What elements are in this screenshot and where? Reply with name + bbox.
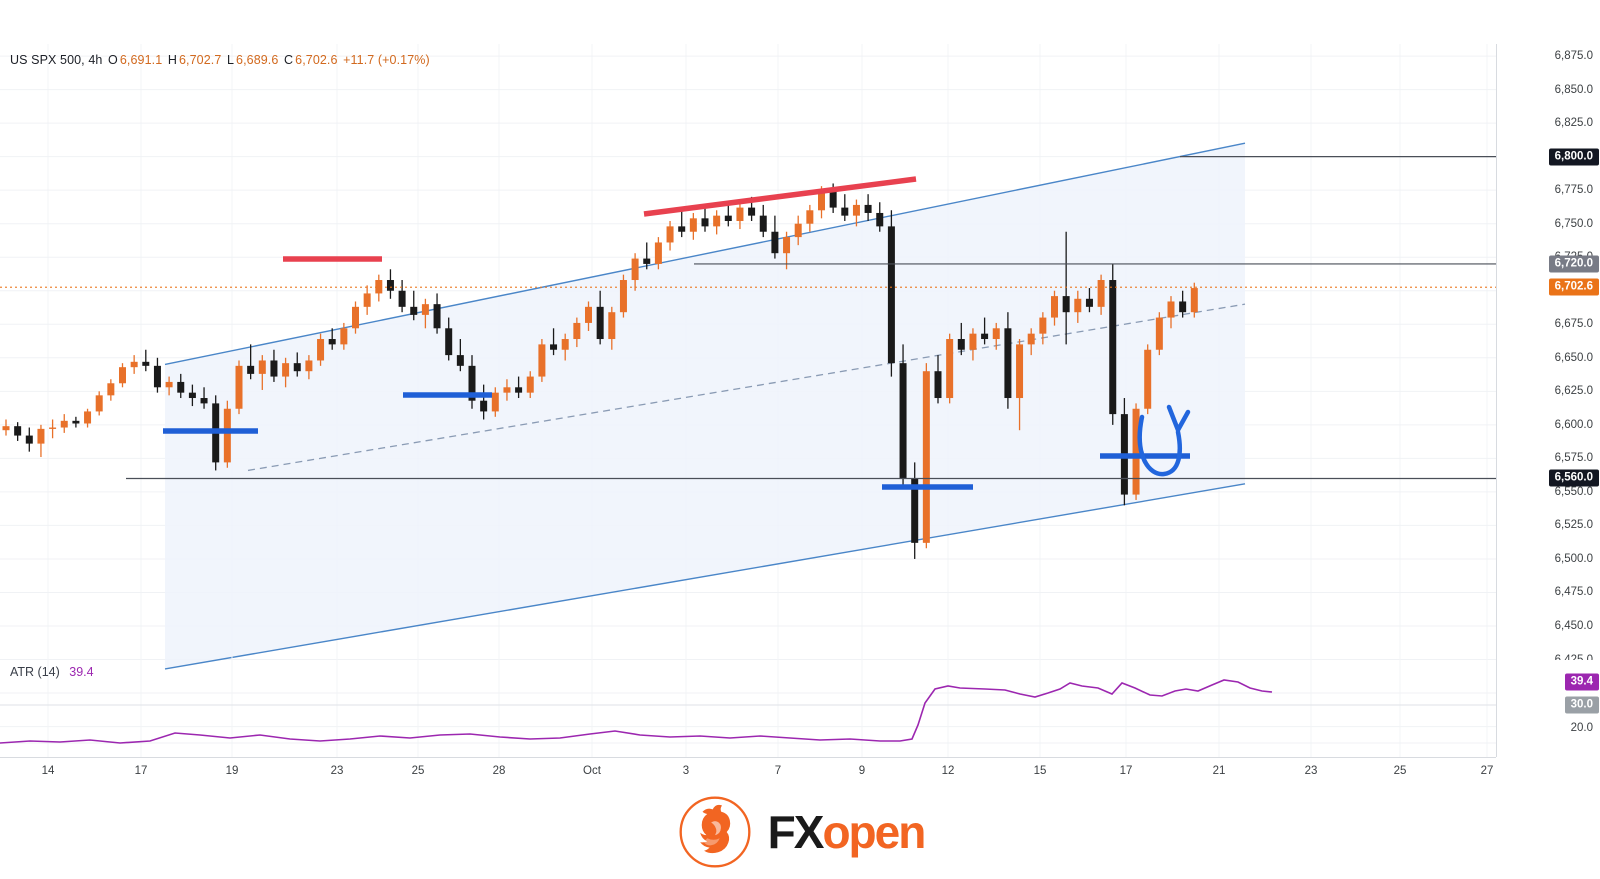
atr-chart-pane[interactable] xyxy=(0,655,1496,757)
date-axis-tick: 28 xyxy=(492,765,506,777)
price-chart-pane[interactable] xyxy=(0,44,1496,744)
atr-axis: 39.4 30.0 20.0 xyxy=(1496,660,1600,757)
price-axis-tick: 6,875.0 xyxy=(1554,50,1593,63)
price-axis-tick: 6,500.0 xyxy=(1554,552,1593,565)
price-axis-tick: 6,450.0 xyxy=(1554,619,1593,632)
date-axis-tick: 15 xyxy=(1033,765,1047,777)
legend-open-value: 6,691.1 xyxy=(119,53,163,67)
date-axis-tick: 21 xyxy=(1212,765,1226,777)
atr-legend: ATR (14) 39.4 xyxy=(10,665,94,679)
price-axis-tick: 6,650.0 xyxy=(1554,351,1593,364)
price-axis-tick: 6,525.0 xyxy=(1554,519,1593,532)
legend-high-value: 6,702.7 xyxy=(178,53,222,67)
legend-change: +11.7 (+0.17%) xyxy=(343,53,430,67)
date-axis-tick: 25 xyxy=(1393,765,1407,777)
date-axis-tick: 17 xyxy=(134,765,148,777)
date-axis-tick: 25 xyxy=(411,765,425,777)
price-chart-svg xyxy=(0,44,1496,744)
fxopen-logo-icon xyxy=(679,796,751,868)
price-level-badge-6720[interactable]: 6,720.0 xyxy=(1548,255,1599,273)
date-axis-tick: 19 xyxy=(225,765,239,777)
legend-low-key: L xyxy=(226,53,235,67)
current-price-badge[interactable]: 6,702.6 xyxy=(1548,278,1599,296)
price-axis[interactable]: 6,875.06,850.06,825.06,775.06,750.06,725… xyxy=(1496,44,1600,744)
legend-open-key: O xyxy=(108,53,118,67)
date-axis-tick: 12 xyxy=(941,765,955,777)
legend-close-key: C xyxy=(284,53,294,67)
bullish-reversal-arrow xyxy=(1137,404,1191,477)
price-axis-tick: 6,775.0 xyxy=(1554,184,1593,197)
date-axis-tick: 7 xyxy=(774,765,782,777)
atr-axis-tick: 39.4 xyxy=(1564,673,1599,691)
date-axis-tick: 3 xyxy=(682,765,690,777)
price-axis-tick: 6,600.0 xyxy=(1554,418,1593,431)
price-axis-tick: 6,750.0 xyxy=(1554,217,1593,230)
atr-label[interactable]: ATR (14) xyxy=(10,665,60,679)
legend-low-value: 6,689.6 xyxy=(236,53,279,67)
date-axis-tick: 27 xyxy=(1480,765,1494,777)
brand-open: open xyxy=(822,806,926,858)
date-axis[interactable]: 14 17 19 23 25 28 Oct 3 7 9 12 15 17 21 23 25 27 xyxy=(0,757,1496,786)
price-level-badge-6560[interactable]: 6,560.0 xyxy=(1548,469,1599,487)
atr-axis-tick: 30.0 xyxy=(1564,696,1599,714)
atr-value: 39.4 xyxy=(69,665,94,679)
brand-fx: FX xyxy=(767,806,825,858)
legend-high-key: H xyxy=(167,53,177,67)
brand-wordmark: FXopen xyxy=(767,806,927,858)
price-axis-tick: 6,550.0 xyxy=(1554,485,1593,498)
date-axis-tick: Oct xyxy=(583,765,601,777)
date-axis-tick: 17 xyxy=(1119,765,1133,777)
price-axis-tick: 6,675.0 xyxy=(1554,318,1593,331)
atr-axis-tick: 20.0 xyxy=(1570,722,1593,734)
date-axis-tick: 9 xyxy=(858,765,866,777)
date-axis-tick: 23 xyxy=(330,765,344,777)
price-axis-tick: 6,575.0 xyxy=(1554,452,1593,465)
date-axis-tick: 14 xyxy=(41,765,55,777)
legend-close-value: 6,702.6 xyxy=(295,53,338,67)
footer: FXopen xyxy=(0,785,1600,879)
legend-symbol[interactable]: US SPX 500, 4h xyxy=(10,53,103,67)
chart-legend: US SPX 500, 4h O 6,691.1 H 6,702.7 L 6,689.… xyxy=(10,53,432,67)
price-level-badge-6800[interactable]: 6,800.0 xyxy=(1548,148,1599,166)
date-axis-tick: 23 xyxy=(1304,765,1318,777)
price-axis-tick: 6,825.0 xyxy=(1554,117,1593,130)
atr-chart-svg xyxy=(0,655,1496,757)
price-axis-tick: 6,475.0 xyxy=(1554,586,1593,599)
price-axis-tick: 6,850.0 xyxy=(1554,83,1593,96)
price-axis-tick: 6,625.0 xyxy=(1554,385,1593,398)
